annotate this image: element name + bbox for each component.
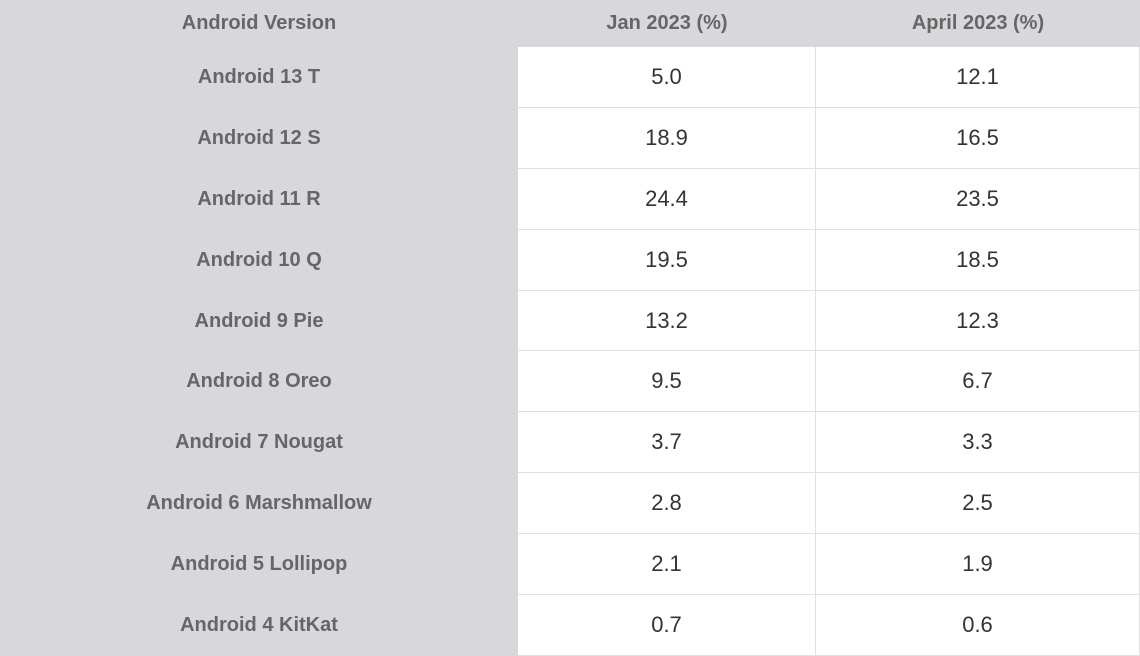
row-label: Android 12 S: [0, 107, 518, 169]
column-header: April 2023 (%): [816, 0, 1140, 47]
table-cell: 3.3: [816, 412, 1140, 474]
table-cell: 19.5: [518, 229, 816, 291]
table-cell: 6.7: [816, 351, 1140, 413]
table-cell: 13.2: [518, 290, 816, 352]
table-cell: 2.1: [518, 534, 816, 596]
row-label: Android 9 Pie: [0, 290, 518, 352]
table-cell: 18.5: [816, 229, 1140, 291]
table-cell: 2.8: [518, 473, 816, 535]
table-cell: 3.7: [518, 412, 816, 474]
table-cell: 2.5: [816, 473, 1140, 535]
table-cell: 12.3: [816, 290, 1140, 352]
table-cell: 9.5: [518, 351, 816, 413]
row-label: Android 6 Marshmallow: [0, 473, 518, 535]
table-cell: 1.9: [816, 534, 1140, 596]
row-label: Android 13 T: [0, 47, 518, 108]
table-cell: 12.1: [816, 47, 1140, 108]
table-cell: 0.6: [816, 595, 1140, 656]
column-header: Android Version: [0, 0, 518, 47]
row-label: Android 10 Q: [0, 229, 518, 291]
row-label: Android 7 Nougat: [0, 412, 518, 474]
table-cell: 5.0: [518, 47, 816, 108]
table-cell: 16.5: [816, 107, 1140, 169]
row-label: Android 8 Oreo: [0, 351, 518, 413]
table-cell: 0.7: [518, 595, 816, 656]
row-label: Android 11 R: [0, 168, 518, 230]
row-label: Android 5 Lollipop: [0, 534, 518, 596]
row-label: Android 4 KitKat: [0, 595, 518, 656]
table-cell: 24.4: [518, 168, 816, 230]
column-header: Jan 2023 (%): [518, 0, 816, 47]
table-cell: 18.9: [518, 107, 816, 169]
table-cell: 23.5: [816, 168, 1140, 230]
